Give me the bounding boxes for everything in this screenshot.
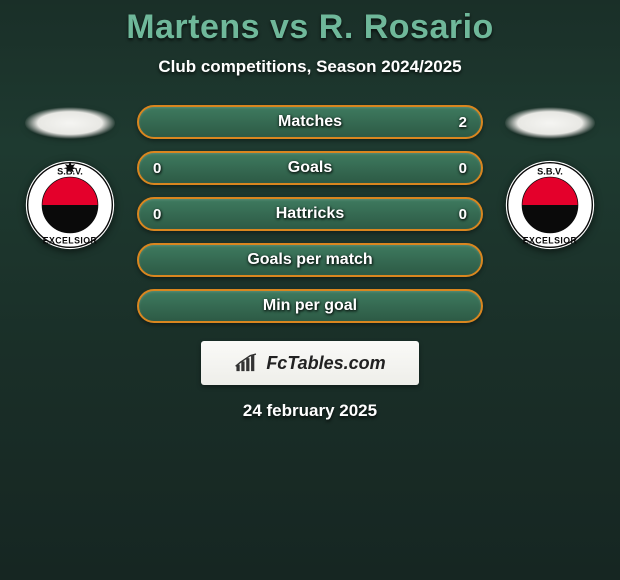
page-title: Martens vs R. Rosario — [0, 8, 620, 47]
stats-column: Matches 2 0 Goals 0 0 Hattricks 0 Goals … — [137, 105, 483, 323]
stat-right-value: 0 — [447, 206, 467, 223]
main-row: S.B.V. EXCELSIOR Matches 2 0 Goals 0 0 H… — [0, 105, 620, 323]
club-badge-icon: S.B.V. EXCELSIOR — [24, 159, 116, 251]
svg-text:EXCELSIOR: EXCELSIOR — [523, 236, 578, 246]
svg-text:EXCELSIOR: EXCELSIOR — [43, 236, 98, 246]
stat-row-goals: 0 Goals 0 — [137, 151, 483, 185]
club-badge-left: S.B.V. EXCELSIOR — [24, 159, 116, 251]
club-badge-right: S.B.V. EXCELSIOR — [504, 159, 596, 251]
stat-row-goals-per-match: Goals per match — [137, 243, 483, 277]
svg-text:S.B.V.: S.B.V. — [57, 167, 83, 177]
svg-text:S.B.V.: S.B.V. — [537, 167, 563, 177]
stat-row-min-per-goal: Min per goal — [137, 289, 483, 323]
date-label: 24 february 2025 — [0, 401, 620, 421]
stat-left-value: 0 — [153, 160, 173, 177]
right-player-column: S.B.V. EXCELSIOR — [495, 105, 605, 251]
player-avatar-right — [505, 105, 595, 141]
stat-label: Goals — [139, 159, 481, 177]
club-badge-icon: S.B.V. EXCELSIOR — [504, 159, 596, 251]
stat-label: Min per goal — [139, 297, 481, 315]
subtitle: Club competitions, Season 2024/2025 — [0, 57, 620, 77]
stat-left-value: 0 — [153, 206, 173, 223]
comparison-card: Martens vs R. Rosario Club competitions,… — [0, 0, 620, 421]
player-avatar-left — [25, 105, 115, 141]
bar-chart-icon — [234, 352, 260, 374]
stat-right-value: 0 — [447, 160, 467, 177]
stat-row-matches: Matches 2 — [137, 105, 483, 139]
fctables-logo-text: FcTables.com — [266, 353, 385, 374]
stat-right-value: 2 — [447, 114, 467, 131]
fctables-link[interactable]: FcTables.com — [201, 341, 419, 385]
stat-label: Goals per match — [139, 251, 481, 269]
stat-label: Matches — [139, 113, 481, 131]
left-player-column: S.B.V. EXCELSIOR — [15, 105, 125, 251]
stat-row-hattricks: 0 Hattricks 0 — [137, 197, 483, 231]
stat-label: Hattricks — [139, 205, 481, 223]
